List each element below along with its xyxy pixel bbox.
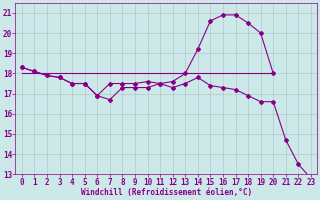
X-axis label: Windchill (Refroidissement éolien,°C): Windchill (Refroidissement éolien,°C): [81, 188, 252, 197]
